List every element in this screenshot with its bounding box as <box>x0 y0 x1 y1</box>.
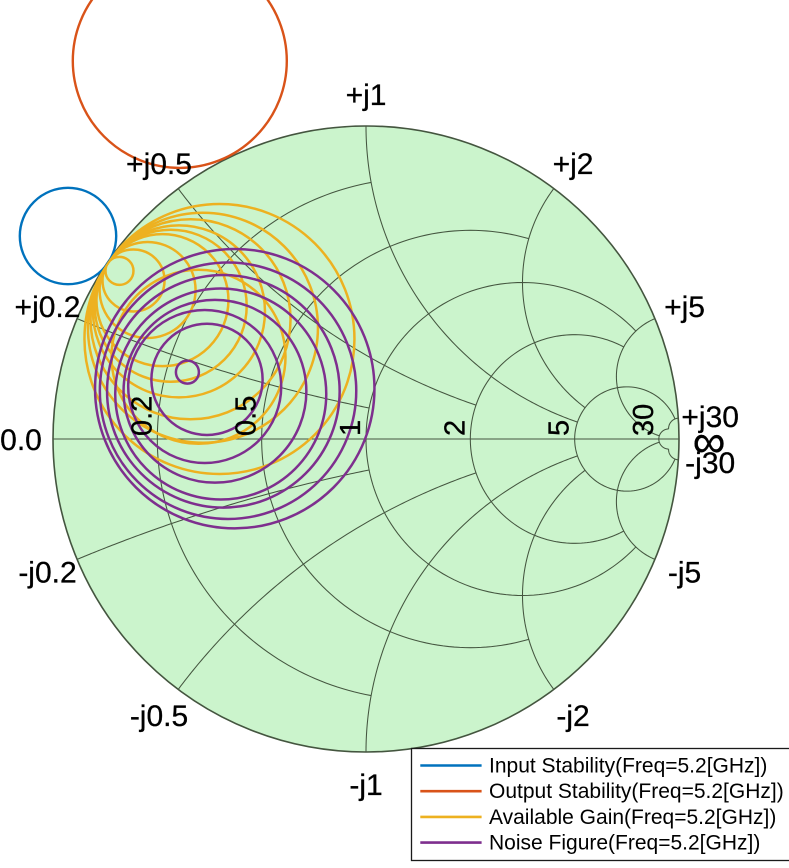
svg-text:0.2: 0.2 <box>126 396 158 436</box>
svg-text:+j5: +j5 <box>664 291 705 324</box>
svg-text:-j5: -j5 <box>668 557 701 590</box>
svg-text:2: 2 <box>439 420 471 436</box>
svg-text:-j0.2: -j0.2 <box>18 557 76 590</box>
svg-text:+j1: +j1 <box>346 79 387 112</box>
svg-text:Output Stability(Freq=5.2[GHz]: Output Stability(Freq=5.2[GHz]) <box>489 780 784 803</box>
svg-text:1: 1 <box>335 420 367 436</box>
svg-text:-j1: -j1 <box>349 769 382 802</box>
svg-text:-j0.5: -j0.5 <box>130 700 188 733</box>
svg-text:0.0: 0.0 <box>0 424 42 457</box>
svg-text:Noise Figure(Freq=5.2[GHz]): Noise Figure(Freq=5.2[GHz]) <box>489 832 760 855</box>
svg-text:-j2: -j2 <box>556 700 589 733</box>
svg-text:+j0.5: +j0.5 <box>126 148 192 181</box>
svg-text:∞: ∞ <box>693 415 726 467</box>
svg-text:0.5: 0.5 <box>231 396 263 436</box>
svg-text:Input Stability(Freq=5.2[GHz]): Input Stability(Freq=5.2[GHz]) <box>489 755 767 778</box>
svg-text:5: 5 <box>544 420 576 436</box>
svg-text:+j0.2: +j0.2 <box>15 291 81 324</box>
svg-text:30: 30 <box>628 404 660 436</box>
svg-text:Available Gain(Freq=5.2[GHz]): Available Gain(Freq=5.2[GHz]) <box>489 806 776 829</box>
svg-text:+j2: +j2 <box>553 148 594 181</box>
